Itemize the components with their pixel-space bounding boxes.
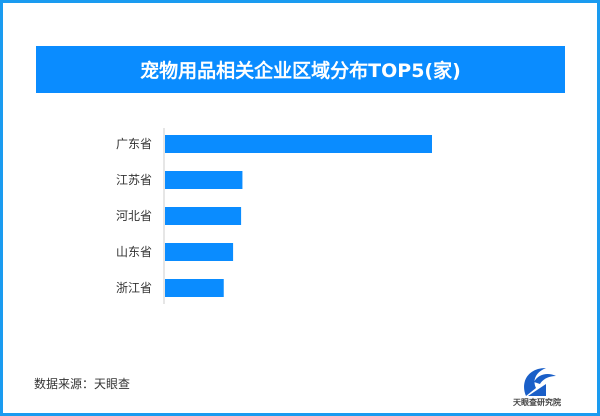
bar-0: [165, 135, 432, 153]
category-label: 浙江省: [116, 281, 152, 295]
category-label: 江苏省: [116, 173, 152, 187]
bar-1: [165, 171, 243, 189]
bar-3: [165, 243, 234, 261]
logo-text: 天眼查研究院: [513, 398, 561, 407]
data-source: 数据来源：天眼查: [34, 377, 131, 391]
bar-2: [165, 207, 242, 225]
category-label: 河北省: [116, 209, 152, 223]
category-label: 山东省: [116, 245, 152, 259]
category-label: 广东省: [116, 137, 152, 151]
bar-4: [165, 279, 224, 297]
tianyancha-logo: [524, 368, 556, 396]
chart-title: 宠物用品相关企业区域分布TOP5(家): [36, 46, 565, 93]
